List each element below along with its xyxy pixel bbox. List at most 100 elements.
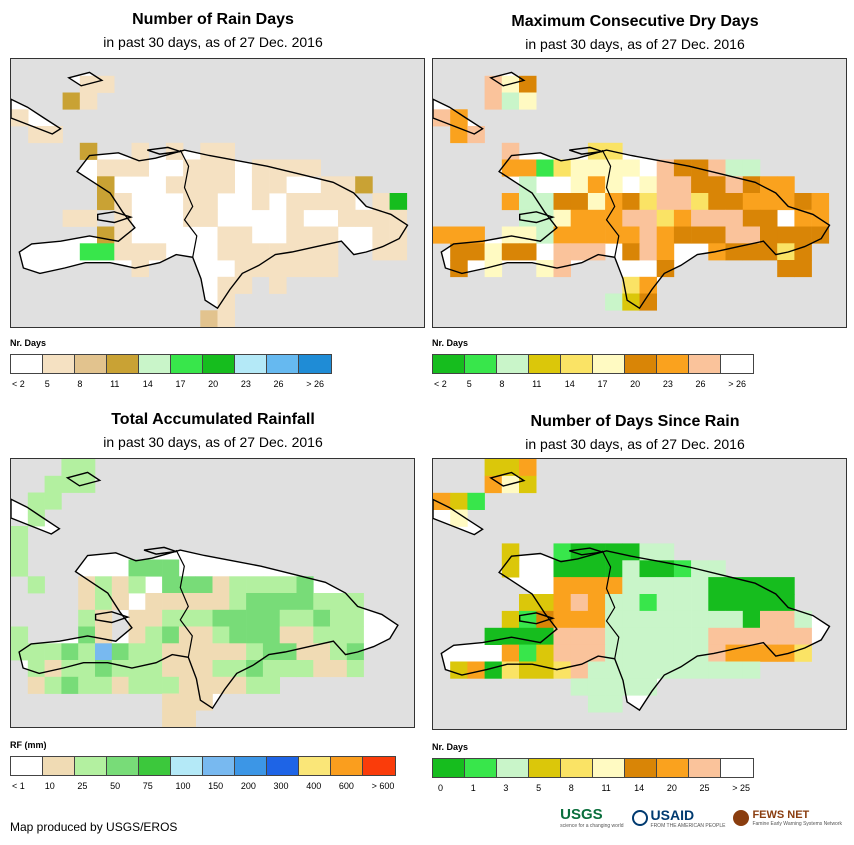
grid-cell [183, 176, 201, 194]
grid-cell [570, 226, 589, 244]
grid-cell [760, 627, 778, 645]
grid-cell [570, 209, 589, 227]
legend-swatch [465, 355, 497, 373]
grid-cell [673, 594, 692, 612]
grid-cell [553, 661, 571, 679]
grid-cell [217, 243, 235, 261]
grid-cell [320, 226, 339, 244]
grid-cell [128, 643, 146, 661]
grid-cell [450, 226, 468, 244]
legend-swatch [561, 759, 593, 777]
grid-cell [777, 176, 795, 194]
grid-cell [162, 676, 180, 694]
grid-cell [78, 459, 96, 477]
grid-cell [742, 159, 761, 177]
legend-title: Nr. Days [10, 338, 47, 348]
grid-cell [587, 695, 606, 713]
grid-cell [605, 577, 623, 595]
grid-cell [78, 609, 96, 627]
grid-cell [725, 610, 743, 629]
grid-cell [570, 243, 589, 261]
legend-swatch [139, 355, 171, 373]
grid-cell [128, 576, 146, 594]
grid-cell [501, 661, 520, 679]
legend-swatch [235, 757, 267, 775]
grid-cell [246, 609, 264, 627]
grid-cell [673, 661, 692, 679]
tortuga-outline [569, 146, 603, 155]
grid-cell [725, 577, 743, 595]
grid-cell [777, 610, 795, 629]
grid-cell [229, 609, 247, 627]
grid-cell [777, 594, 795, 612]
grid-cell [234, 243, 253, 261]
grid-cell [95, 676, 113, 694]
grid-cell [570, 644, 589, 662]
usgs-tagline: science for a changing world [560, 823, 624, 829]
grid-cell [501, 644, 520, 662]
grid-cell [742, 193, 761, 211]
grid-cell [656, 594, 675, 612]
logo-strip: USGS science for a changing world USAID … [560, 806, 842, 829]
grid-cell [639, 293, 657, 311]
grid-cell [251, 243, 270, 261]
cuba-outline [11, 98, 62, 135]
grid-cell [725, 159, 743, 177]
grid-cell [605, 695, 623, 713]
legend-label: < 1 [12, 781, 25, 791]
legend-label: 14 [142, 379, 153, 389]
grid-cell [178, 660, 196, 678]
grid-cell [303, 260, 321, 278]
grid-cell [639, 594, 657, 612]
grid-cell [145, 626, 163, 644]
grid-cell [44, 643, 62, 661]
grid-cell [372, 243, 390, 261]
grid-cell [389, 193, 408, 211]
grid-cell [95, 660, 113, 678]
legend-label: 8 [568, 783, 574, 793]
cuba-land [11, 99, 61, 134]
grid-cell [656, 176, 675, 194]
grid-cell [313, 643, 331, 661]
map-canvas [433, 71, 831, 311]
grid-cell [605, 159, 623, 177]
cuba-outline [433, 98, 484, 135]
grid-cell [794, 209, 812, 227]
legend-label: > 26 [728, 379, 746, 389]
legend-label: 1 [470, 783, 476, 793]
grid-cell [587, 543, 606, 561]
grid-cell [501, 459, 520, 477]
grid-cell [145, 676, 163, 694]
legend-title: Nr. Days [432, 742, 469, 752]
grid-cell [313, 609, 331, 627]
grid-cell [536, 209, 554, 227]
grid-cell [587, 644, 606, 662]
grid-cell [433, 109, 451, 127]
grid-cell [639, 577, 657, 595]
map-canvas [11, 71, 409, 327]
legend-label: 26 [695, 379, 706, 389]
grid-cell [639, 243, 657, 261]
legend-label: > 25 [732, 783, 750, 793]
grid-cell [622, 577, 640, 595]
grid-cell [691, 176, 709, 194]
grid-cell [587, 193, 606, 211]
tortuga-outline [143, 546, 177, 555]
grid-cell [78, 643, 96, 661]
grid-cell [11, 626, 29, 644]
panel-title: Total Accumulated Rainfall [111, 411, 315, 428]
legend-swatch [43, 355, 75, 373]
panel-title: Number of Days Since Rain [530, 413, 740, 430]
grid-cell [11, 559, 29, 577]
grid-cell [587, 577, 606, 595]
grid-cell [708, 610, 726, 629]
grid-cell [501, 560, 520, 578]
grid-cell [656, 644, 675, 662]
grid-cell [286, 193, 304, 211]
panel-total-rainfall: Total Accumulated Rainfall in past 30 da… [8, 402, 418, 802]
grid-cell [330, 609, 348, 627]
grid-cell [501, 243, 520, 261]
grid-cell [346, 593, 364, 611]
legend-label: 14 [564, 379, 575, 389]
inagua-outline [65, 471, 102, 487]
